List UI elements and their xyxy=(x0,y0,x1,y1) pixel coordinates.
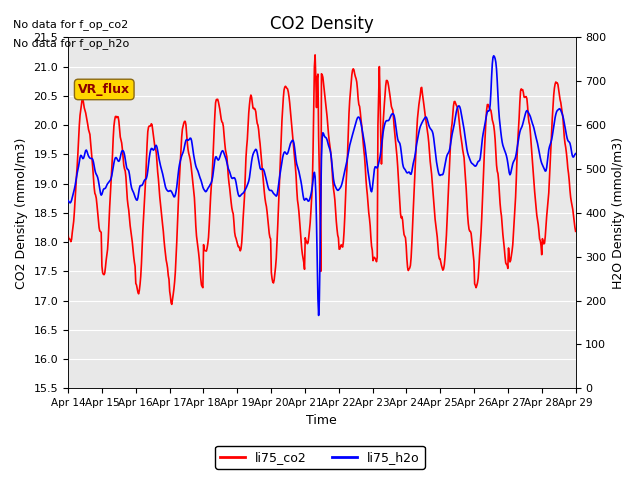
Title: CO2 Density: CO2 Density xyxy=(270,15,374,33)
Text: VR_flux: VR_flux xyxy=(78,83,131,96)
Y-axis label: H2O Density (mmol/m3): H2O Density (mmol/m3) xyxy=(612,137,625,289)
Y-axis label: CO2 Density (mmol/m3): CO2 Density (mmol/m3) xyxy=(15,137,28,288)
Text: No data for f_op_h2o: No data for f_op_h2o xyxy=(13,38,129,49)
X-axis label: Time: Time xyxy=(307,414,337,427)
Legend: li75_co2, li75_h2o: li75_co2, li75_h2o xyxy=(215,446,425,469)
Text: No data for f_op_co2: No data for f_op_co2 xyxy=(13,19,128,30)
